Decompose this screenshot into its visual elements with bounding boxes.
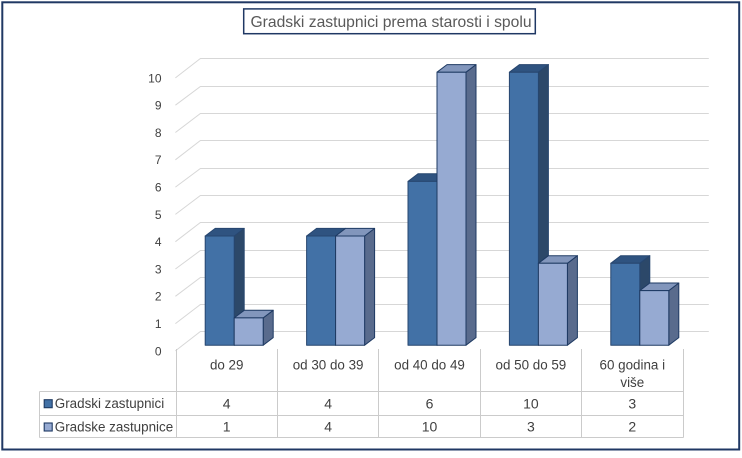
svg-text:10: 10 bbox=[148, 71, 162, 85]
svg-text:3: 3 bbox=[527, 419, 535, 435]
svg-text:od 50 do 59: od 50 do 59 bbox=[496, 357, 567, 372]
svg-text:1: 1 bbox=[155, 317, 162, 331]
svg-text:od 30 do 39: od 30 do 39 bbox=[293, 357, 364, 372]
svg-text:60 godina i: 60 godina i bbox=[600, 357, 666, 372]
svg-text:3: 3 bbox=[628, 395, 636, 411]
svg-text:6: 6 bbox=[155, 181, 162, 195]
svg-text:10: 10 bbox=[422, 419, 438, 435]
svg-text:od 40 do 49: od 40 do 49 bbox=[394, 357, 465, 372]
svg-text:Gradski zastupnici prema staro: Gradski zastupnici prema starosti i spol… bbox=[250, 14, 531, 31]
svg-text:Gradske zastupnice: Gradske zastupnice bbox=[55, 419, 173, 434]
svg-text:2: 2 bbox=[628, 419, 636, 435]
svg-text:1: 1 bbox=[223, 419, 231, 435]
svg-text:Gradski zastupnici: Gradski zastupnici bbox=[55, 396, 164, 411]
svg-text:5: 5 bbox=[155, 208, 162, 222]
svg-text:10: 10 bbox=[523, 395, 539, 411]
svg-text:9: 9 bbox=[155, 99, 162, 113]
svg-text:4: 4 bbox=[223, 395, 231, 411]
svg-text:2: 2 bbox=[155, 290, 162, 304]
svg-text:4: 4 bbox=[324, 395, 332, 411]
svg-text:8: 8 bbox=[155, 126, 162, 140]
svg-text:6: 6 bbox=[426, 395, 434, 411]
svg-text:3: 3 bbox=[155, 262, 162, 276]
svg-text:7: 7 bbox=[155, 153, 162, 167]
svg-text:4: 4 bbox=[324, 419, 332, 435]
svg-text:0: 0 bbox=[155, 344, 162, 358]
svg-text:4: 4 bbox=[155, 235, 162, 249]
svg-text:više: više bbox=[620, 375, 644, 390]
svg-text:do 29: do 29 bbox=[210, 357, 244, 372]
